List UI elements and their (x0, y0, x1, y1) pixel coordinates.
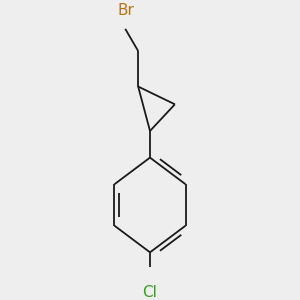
Circle shape (135, 273, 165, 300)
Text: Br: Br (117, 3, 134, 18)
Text: Cl: Cl (142, 285, 158, 300)
Circle shape (103, 1, 132, 30)
